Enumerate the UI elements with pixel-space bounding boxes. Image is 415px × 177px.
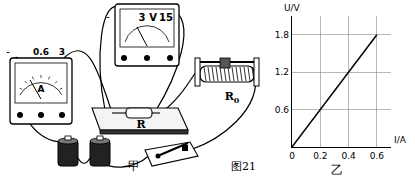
svg-text:U/V: U/V [284,3,301,13]
svg-text:1.8: 1.8 [275,30,290,40]
svg-text:0.4: 0.4 [341,151,356,161]
svg-text:R: R [136,118,146,131]
html-text:甲: 甲 [128,159,140,173]
svg-text:0.6: 0.6 [33,47,49,57]
svg-text:0.6: 0.6 [370,151,385,161]
svg-text:-: - [6,45,10,58]
svg-text:1.2: 1.2 [275,67,289,77]
svg-text:-: - [106,10,110,23]
svg-text:A: A [38,84,45,94]
svg-text:V: V [149,12,157,23]
html-text:图21: 图21 [231,160,256,173]
svg-text:0.2: 0.2 [313,151,327,161]
svg-text:15: 15 [159,12,173,23]
svg-text:0.6: 0.6 [275,105,290,115]
svg-text:I/A: I/A [394,135,407,145]
svg-text:乙: 乙 [331,163,343,177]
svg-text:0: 0 [289,151,295,161]
svg-text:R0: R0 [225,90,240,105]
svg-text:3: 3 [59,47,65,57]
svg-text:3: 3 [139,12,146,23]
